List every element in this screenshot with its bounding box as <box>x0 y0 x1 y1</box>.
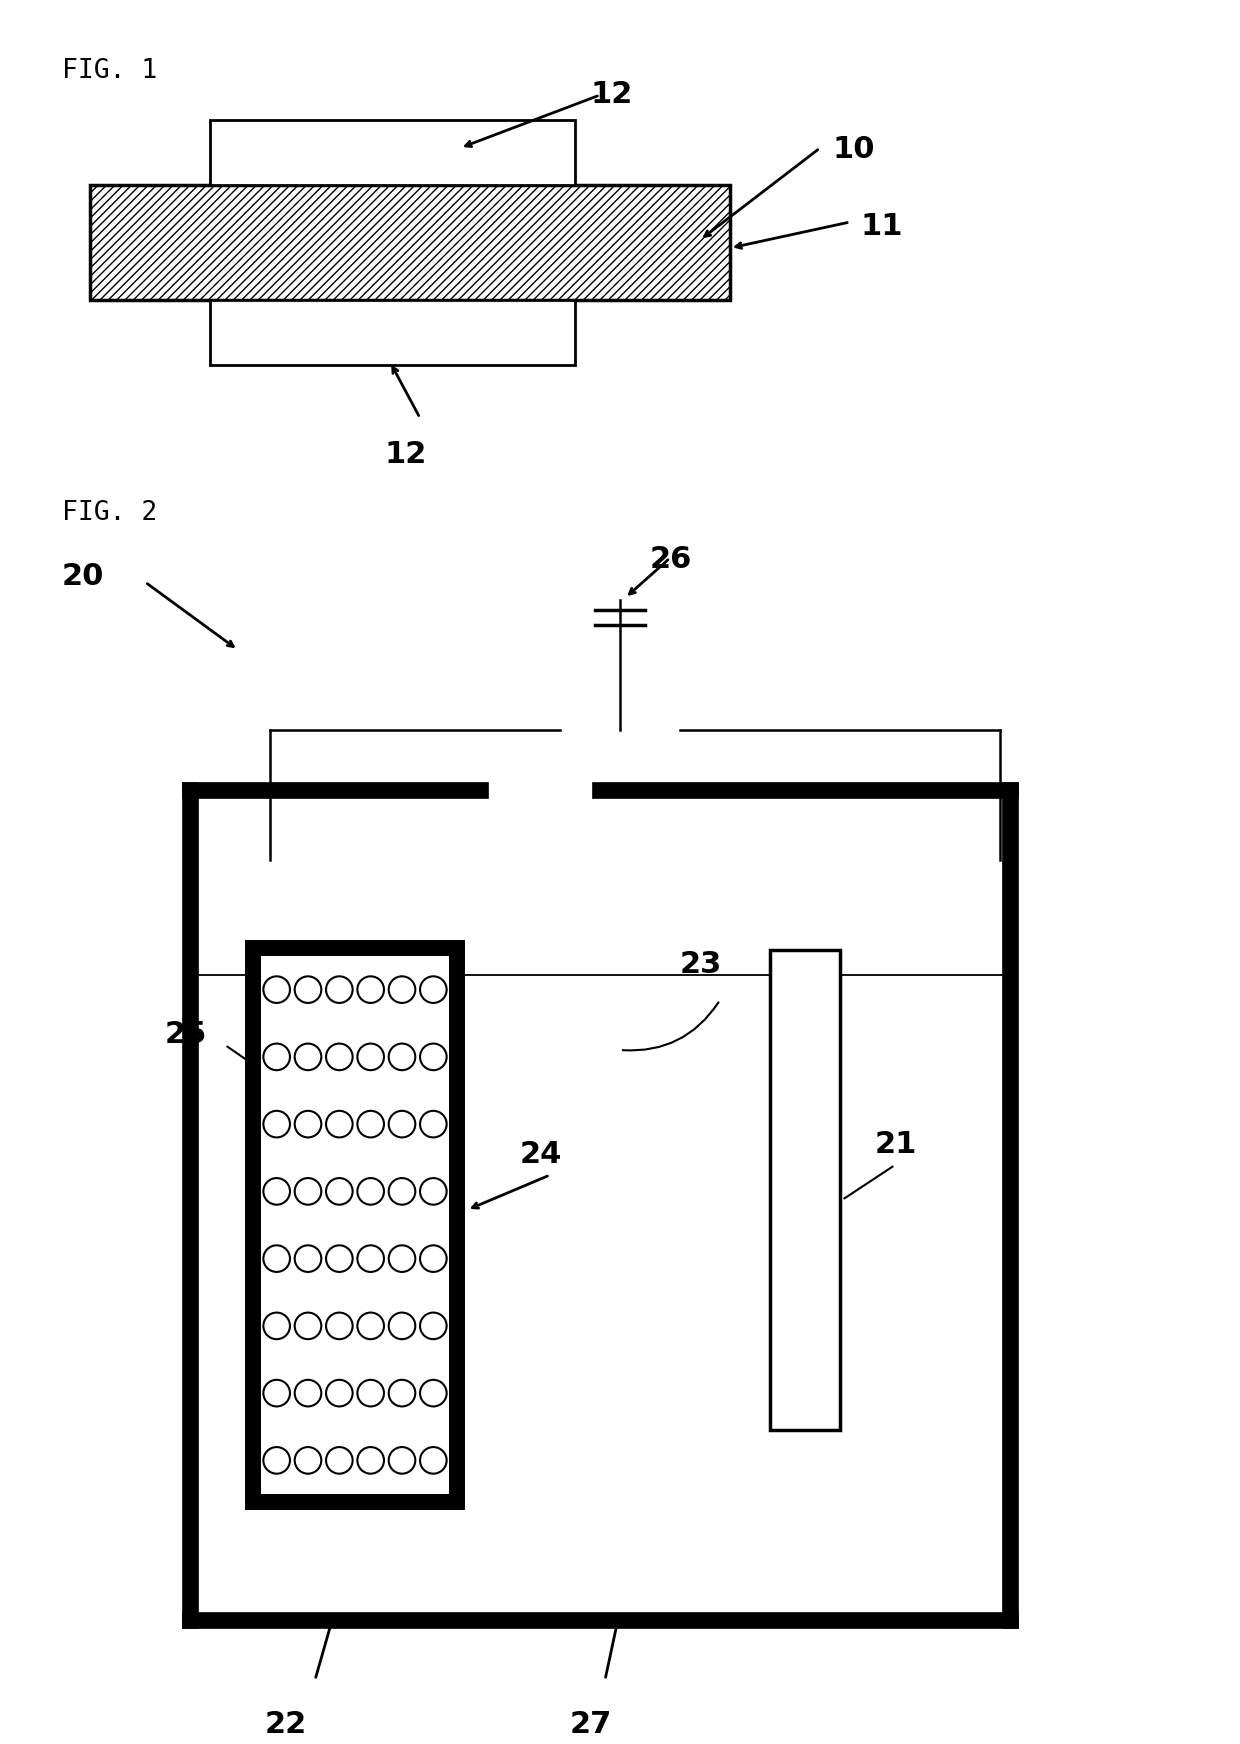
Circle shape <box>420 977 446 1003</box>
Text: 20: 20 <box>62 562 104 591</box>
Circle shape <box>388 977 415 1003</box>
Circle shape <box>326 1313 352 1339</box>
Bar <box>91 185 730 300</box>
Circle shape <box>420 1380 446 1406</box>
Bar <box>770 950 839 1430</box>
Text: FIG. 1: FIG. 1 <box>62 58 157 84</box>
Circle shape <box>295 1043 321 1071</box>
Bar <box>210 120 575 185</box>
Circle shape <box>263 1177 290 1205</box>
Circle shape <box>357 1177 384 1205</box>
Circle shape <box>420 1043 446 1071</box>
Text: 22: 22 <box>265 1711 308 1739</box>
Text: 21: 21 <box>875 1130 918 1160</box>
Circle shape <box>420 1313 446 1339</box>
Circle shape <box>326 1177 352 1205</box>
Circle shape <box>357 1245 384 1271</box>
Bar <box>260 956 449 1495</box>
Circle shape <box>263 1448 290 1474</box>
Circle shape <box>263 1245 290 1271</box>
Circle shape <box>326 1245 352 1271</box>
Circle shape <box>295 1380 321 1406</box>
Circle shape <box>295 1245 321 1271</box>
Text: FIG. 2: FIG. 2 <box>62 501 157 527</box>
Circle shape <box>388 1313 415 1339</box>
Circle shape <box>357 1448 384 1474</box>
Bar <box>246 940 465 1510</box>
Circle shape <box>357 977 384 1003</box>
Circle shape <box>326 1448 352 1474</box>
Circle shape <box>357 1043 384 1071</box>
Text: 11: 11 <box>861 213 903 241</box>
Circle shape <box>420 1177 446 1205</box>
Circle shape <box>420 1245 446 1271</box>
Bar <box>210 300 575 364</box>
Circle shape <box>295 1177 321 1205</box>
Circle shape <box>263 977 290 1003</box>
Circle shape <box>326 977 352 1003</box>
Circle shape <box>357 1313 384 1339</box>
Circle shape <box>263 1111 290 1137</box>
Circle shape <box>263 1043 290 1071</box>
Circle shape <box>326 1043 352 1071</box>
Circle shape <box>388 1380 415 1406</box>
Text: 26: 26 <box>650 544 692 574</box>
Text: 12: 12 <box>590 80 632 108</box>
Text: 27: 27 <box>570 1711 613 1739</box>
Circle shape <box>295 1111 321 1137</box>
Circle shape <box>388 1043 415 1071</box>
Text: 23: 23 <box>680 950 722 978</box>
Circle shape <box>263 1313 290 1339</box>
Text: 24: 24 <box>520 1141 563 1168</box>
Circle shape <box>295 1313 321 1339</box>
Circle shape <box>420 1111 446 1137</box>
Text: 12: 12 <box>384 439 428 469</box>
Circle shape <box>357 1111 384 1137</box>
Text: 10: 10 <box>832 134 874 164</box>
Circle shape <box>388 1177 415 1205</box>
Circle shape <box>388 1111 415 1137</box>
Circle shape <box>420 1448 446 1474</box>
Circle shape <box>388 1448 415 1474</box>
Circle shape <box>326 1380 352 1406</box>
Circle shape <box>357 1380 384 1406</box>
Circle shape <box>326 1111 352 1137</box>
Text: 25: 25 <box>165 1020 207 1048</box>
Circle shape <box>263 1380 290 1406</box>
Circle shape <box>295 977 321 1003</box>
Circle shape <box>388 1245 415 1271</box>
Circle shape <box>295 1448 321 1474</box>
